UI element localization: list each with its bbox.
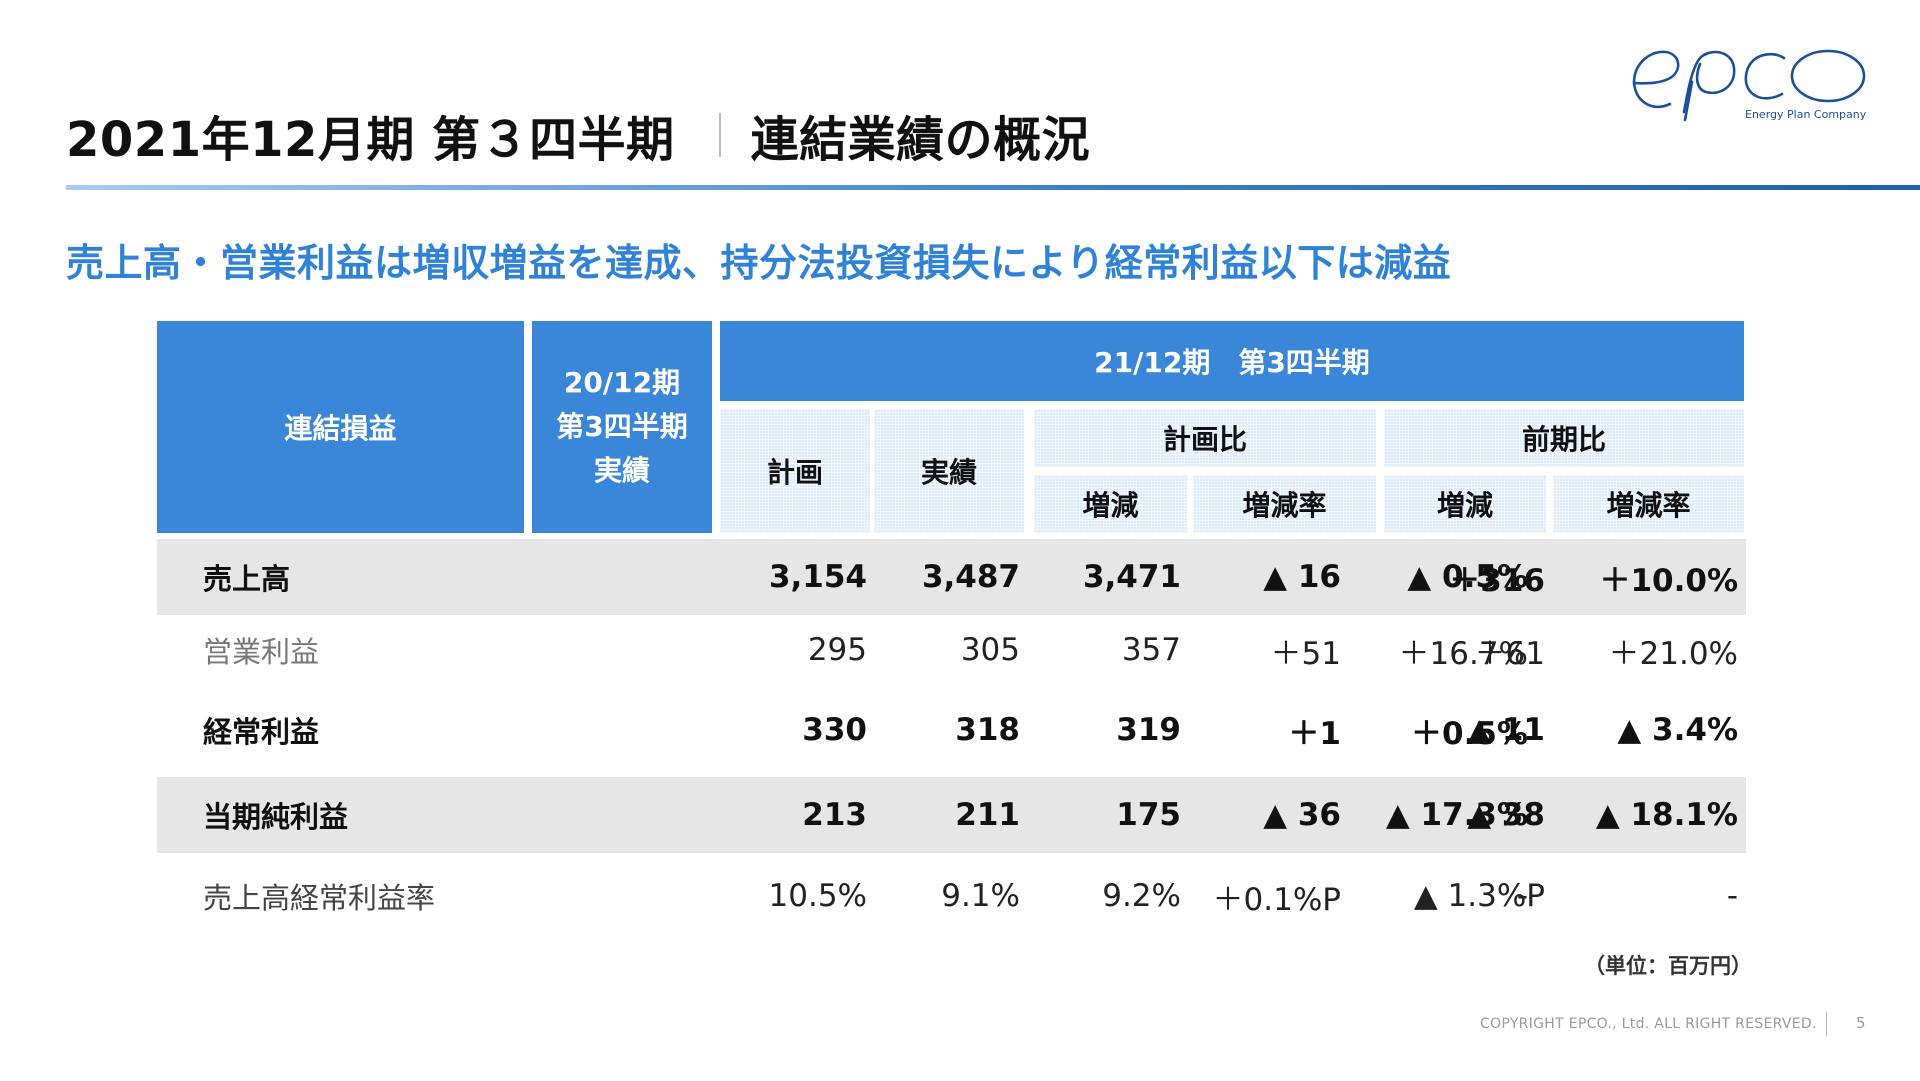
header-current-period: 21/12期 第3四半期 [720,321,1744,401]
table-row-net-income: 当期純利益 213 211 175 ▲ 36 ▲ 17.3% ▲ 38 ▲ 18… [157,777,1746,853]
row-label: 経常利益 [203,715,320,749]
table-row-operating-profit: 営業利益 295 305 357 ＋51 ＋16.7% ＋61 ＋21.0% [157,612,1746,688]
row-label: 売上高経常利益率 [203,881,436,915]
cell-prev: 295 [807,632,867,668]
cell-plan-rate: ▲ 17.3% [1385,797,1528,833]
header-prev-period: 20/12期 第3四半期 実績 [532,321,712,533]
row-label: 売上高 [203,562,291,596]
cell-actual: 3,471 [1082,559,1181,595]
cell-prev-rate: ＋10.0% [1599,562,1738,599]
cell-plan-rate: ▲ 0.5% [1407,559,1528,595]
cell-prev: 330 [802,712,867,748]
cell-plan-diff: ▲ 16 [1263,559,1341,595]
page-number: 5 [1856,1014,1866,1032]
cell-prev-diff: ▲ 1.3%P [1413,878,1545,914]
header-divider-line [66,185,1920,190]
cell-actual: 175 [1116,797,1181,833]
unit-note: （単位：百万円） [1584,954,1752,978]
cell-prev: 10.5% [768,878,867,914]
epco-logo [1632,49,1866,122]
cell-plan: 318 [955,712,1020,748]
cell-plan: 211 [955,797,1020,833]
header-vs-prev: 前期比 [1384,409,1744,467]
cell-actual: 357 [1121,632,1181,668]
cell-prev-rate: ▲ 18.1% [1595,797,1738,833]
header-plan: 計画 [720,409,870,533]
cell-plan-rate: - [1516,878,1528,914]
cell-prev-diff: ＋316 [1449,562,1545,599]
cell-plan: 305 [960,632,1020,668]
row-label: 当期純利益 [203,800,349,834]
cell-prev-diff: ▲ 38 [1467,797,1545,833]
header-actual: 実績 [874,409,1024,533]
cell-prev-rate: - [1726,878,1738,914]
table-row-ordinary-margin: 売上高経常利益率 10.5% 9.1% 9.2% ＋0.1%P - ▲ 1.3%… [157,858,1746,934]
cell-plan-diff: ＋1 [1288,715,1341,752]
row-label: 営業利益 [203,635,320,669]
header-vs-plan: 計画比 [1034,409,1376,467]
title-topic: 連結業績の概況 [750,112,1091,168]
table-row-ordinary-profit: 経常利益 330 318 319 ＋1 ＋0.5% ▲ 11 ▲ 3.4% [157,692,1746,768]
cell-actual: 319 [1116,712,1181,748]
cell-prev-diff: ▲ 11 [1467,712,1545,748]
cell-plan: 9.1% [941,878,1020,914]
cell-prev-rate: ＋21.0% [1608,635,1738,672]
cell-plan-diff: ＋0.1%P [1212,881,1341,918]
cell-plan-rate: ＋0.5% [1411,715,1528,752]
header-row-label: 連結損益 [157,321,524,533]
cell-prev: 3,154 [768,559,867,595]
summary-headline: 売上高・営業利益は増収増益を達成、持分法投資損失により経常利益以下は減益 [66,241,1452,285]
cell-prev-rate: ▲ 3.4% [1617,712,1738,748]
header-prev-line-3: 実績 [593,454,650,487]
header-prev-line-2: 第3四半期 [556,410,688,443]
title-divider [718,113,721,157]
cell-plan-diff: ＋51 [1270,635,1341,672]
cell-actual: 9.2% [1102,878,1181,914]
cell-plan-rate: ＋16.7% [1398,635,1528,672]
logo-tagline: Energy Plan Company [1745,108,1867,121]
footer-divider [1826,1012,1827,1036]
cell-plan-diff: ▲ 36 [1263,797,1341,833]
cell-plan: 3,487 [921,559,1020,595]
title-period: 2021年12月期 第３四半期 [66,112,675,168]
header-plan-rate: 増減率 [1193,475,1376,533]
header-prev-diff: 増減 [1384,475,1546,533]
table-row-net-sales: 売上高 3,154 3,487 3,471 ▲ 16 ▲ 0.5% ＋316 ＋… [157,539,1746,615]
header-plan-diff: 増減 [1034,475,1187,533]
cell-prev-diff: ＋61 [1474,635,1545,672]
cell-prev: 213 [802,797,867,833]
header-prev-line-1: 20/12期 [563,366,681,399]
page-title: 2021年12月期 第３四半期 連結業績の概況 [66,100,1090,170]
header-prev-rate: 増減率 [1553,475,1744,533]
footer-copyright: COPYRIGHT EPCO., Ltd. ALL RIGHT RESERVED… [1480,1016,1817,1032]
